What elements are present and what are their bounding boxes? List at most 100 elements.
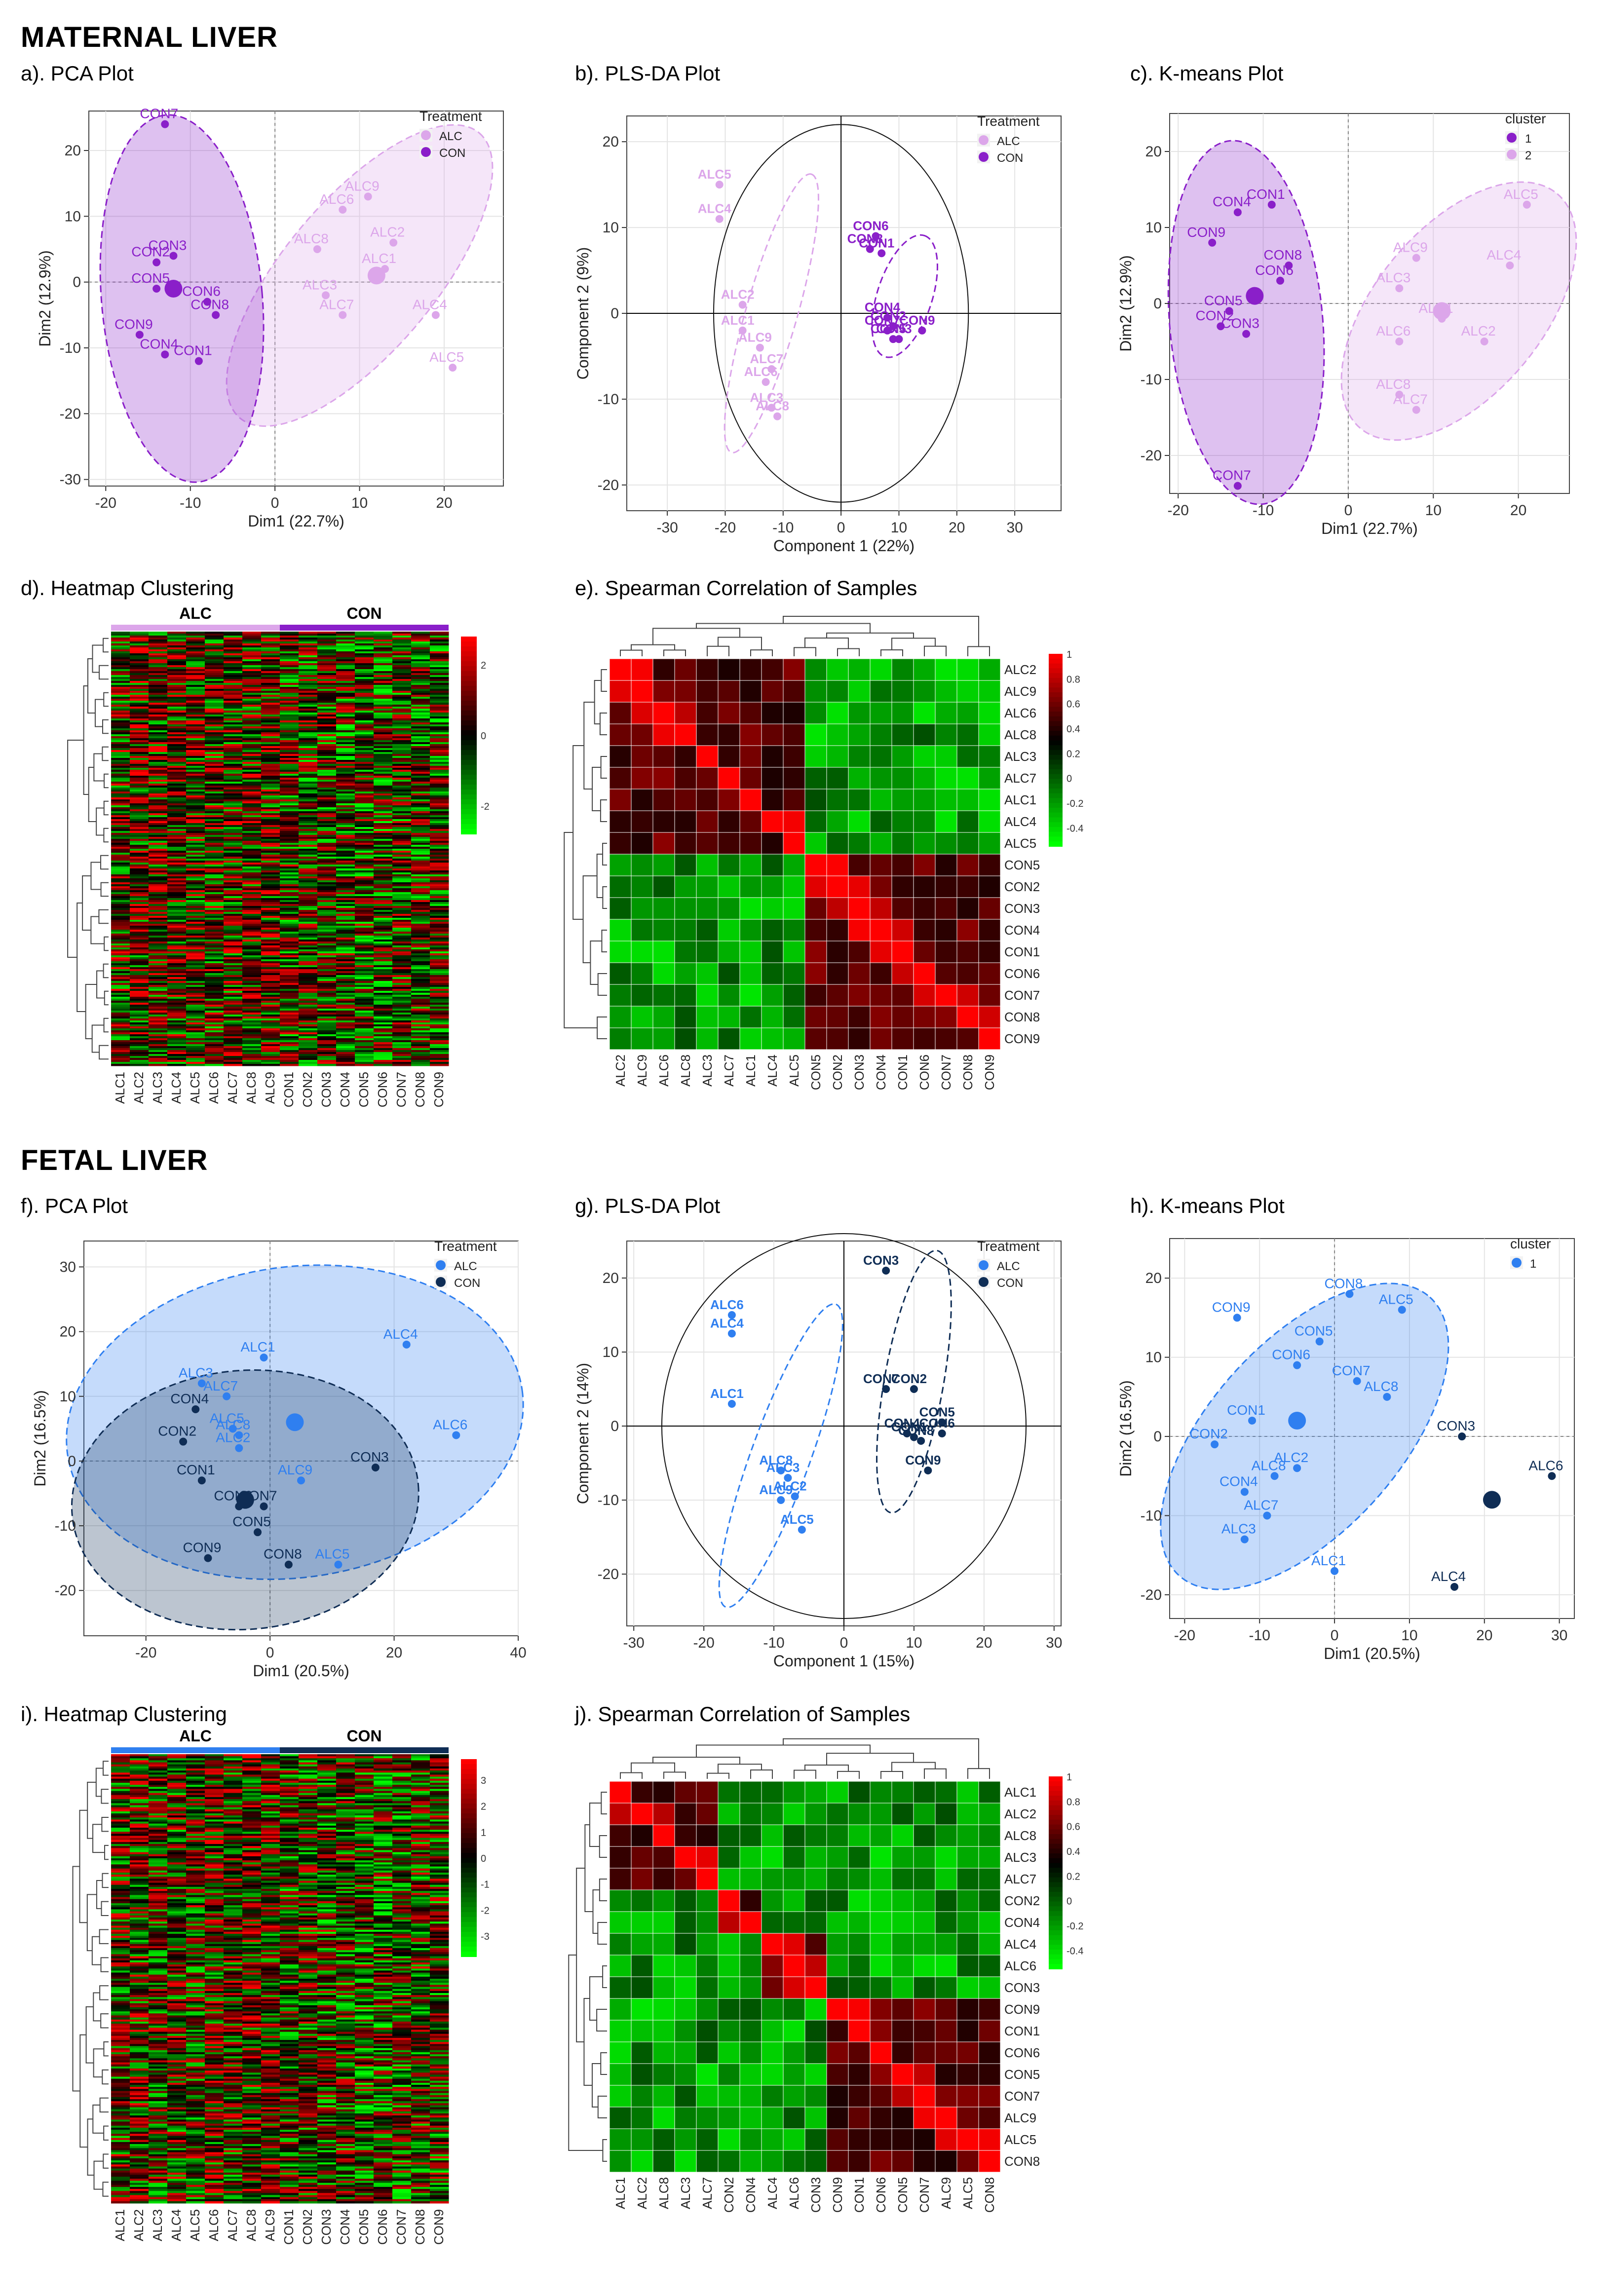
heatmap-cell <box>130 985 149 987</box>
heatmap-cell <box>317 1020 337 1023</box>
heatmap-cell <box>430 659 449 662</box>
heatmap-cell <box>317 675 337 678</box>
heatmap-cell <box>336 1016 355 1019</box>
heatmap-cell <box>111 809 130 812</box>
heatmap-cell <box>111 955 130 958</box>
heatmap-cell <box>355 874 374 877</box>
heatmap-cell <box>242 655 262 658</box>
heatmap-cell <box>392 685 412 687</box>
heatmap-cell <box>374 728 393 731</box>
panel-title-e: e). Spearman Correlation of Samples <box>575 576 917 600</box>
heatmap-cell <box>411 782 430 784</box>
color-bar-segment <box>461 750 477 755</box>
heatmap-cell <box>280 886 299 889</box>
point-label: ALC1 <box>710 1386 744 1401</box>
y-tick-label: -10 <box>598 1492 619 1508</box>
heatmap-cell <box>111 687 130 689</box>
heatmap-cell <box>317 1001 337 1003</box>
heatmap-cell <box>167 999 187 1001</box>
correlation-cell <box>609 875 632 898</box>
heatmap-cell <box>224 890 243 893</box>
heatmap-cell <box>280 1064 299 1066</box>
heatmap-cell <box>317 920 337 922</box>
heatmap-cell <box>205 997 224 999</box>
heatmap-cell <box>261 687 280 689</box>
data-point <box>1395 284 1404 293</box>
heatmap-cell <box>242 953 262 956</box>
heatmap-cell <box>392 884 412 887</box>
heatmap-cell <box>299 703 318 705</box>
heatmap-cell <box>280 837 299 839</box>
heatmap-cell <box>111 969 130 972</box>
heatmap-cell <box>355 754 374 756</box>
heatmap-cell <box>374 724 393 727</box>
heatmap-cell <box>205 857 224 859</box>
heatmap-cell <box>317 1042 337 1045</box>
heatmap-cell <box>130 977 149 979</box>
heatmap-cell <box>411 987 430 989</box>
data-point <box>938 1418 946 1427</box>
heatmap-cell <box>167 813 187 816</box>
heatmap-cell <box>130 703 149 705</box>
heatmap-cell <box>336 632 355 634</box>
heatmap-cell <box>317 1030 337 1033</box>
heatmap-cell <box>317 961 337 964</box>
heatmap-cell <box>299 831 318 833</box>
correlation-cell <box>978 919 1001 941</box>
heatmap-cell <box>336 886 355 889</box>
heatmap-cell <box>205 716 224 719</box>
heatmap-cell <box>205 1011 224 1013</box>
heatmap-cell <box>224 1044 243 1047</box>
heatmap-cell <box>355 916 374 918</box>
correlation-cell <box>978 897 1001 920</box>
heatmap-cell <box>280 726 299 729</box>
heatmap-cell <box>374 756 393 758</box>
heatmap-cell <box>261 995 280 997</box>
heatmap-cell <box>242 663 262 666</box>
heatmap-cell <box>299 1024 318 1027</box>
heatmap-cell <box>111 805 130 808</box>
heatmap-cell <box>205 760 224 762</box>
correlation-cell <box>696 832 719 855</box>
heatmap-cell <box>261 807 280 810</box>
heatmap-cell <box>186 766 205 768</box>
correlation-cell <box>848 680 871 703</box>
heatmap-cell <box>355 829 374 831</box>
heatmap-cell <box>242 1003 262 1005</box>
heatmap-cell <box>336 957 355 960</box>
heatmap-cell <box>224 1036 243 1039</box>
heatmap-cell <box>242 924 262 926</box>
heatmap-cell <box>299 965 318 968</box>
heatmap-cell <box>280 677 299 679</box>
heatmap-cell <box>392 888 412 891</box>
color-bar-segment <box>1049 745 1063 751</box>
point-label: ALC7 <box>750 351 783 366</box>
heatmap-cell <box>261 677 280 679</box>
heatmap-cell <box>280 748 299 751</box>
heatmap-cell <box>392 989 412 991</box>
heatmap-cell <box>149 924 168 926</box>
heatmap-cell <box>242 955 262 958</box>
heatmap-cell <box>186 1056 205 1058</box>
heatmap-cell <box>299 841 318 843</box>
correlation-cell <box>978 680 1001 703</box>
heatmap-cell <box>280 770 299 772</box>
heatmap-cell <box>336 833 355 835</box>
heatmap-cell <box>336 677 355 679</box>
heatmap-cell <box>280 724 299 727</box>
correlation-cell <box>913 897 936 920</box>
heatmap-cell <box>242 716 262 719</box>
heatmap-cell <box>224 936 243 938</box>
heatmap-cell <box>224 772 243 774</box>
heatmap-cell <box>336 774 355 776</box>
heatmap-cell <box>430 1026 449 1029</box>
heatmap-cell <box>336 857 355 859</box>
heatmap-cell <box>130 750 149 753</box>
heatmap-cell <box>261 742 280 745</box>
heatmap-cell <box>149 655 168 658</box>
heatmap-cell <box>411 904 430 906</box>
heatmap-cell <box>317 863 337 865</box>
heatmap-cell <box>205 947 224 950</box>
heatmap-cell <box>242 945 262 948</box>
